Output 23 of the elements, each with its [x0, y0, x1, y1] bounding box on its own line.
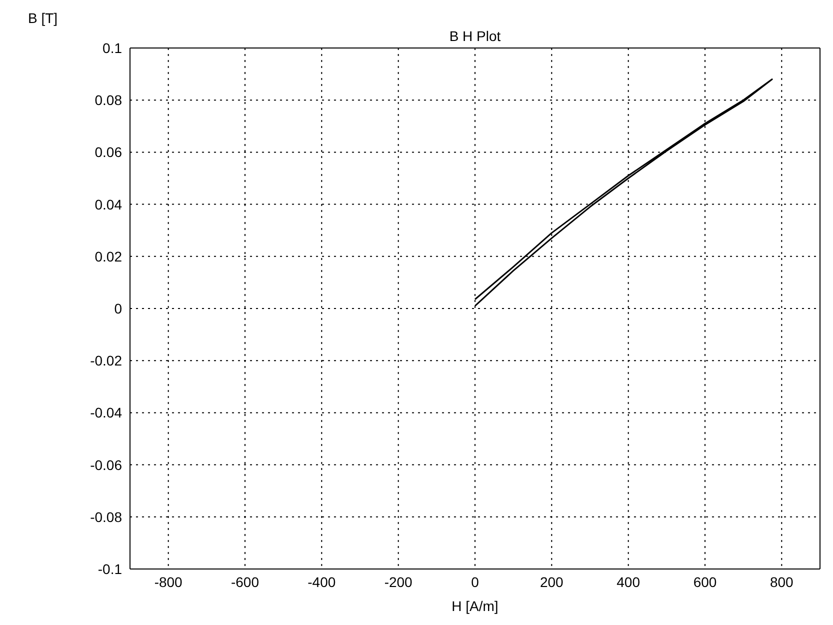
x-tick-label: 400	[616, 574, 640, 590]
x-tick-label: 800	[770, 574, 794, 590]
y-tick-label: 0.04	[94, 196, 122, 212]
y-tick-label: 0.02	[94, 248, 122, 264]
y-tick-label: -0.1	[98, 560, 122, 577]
y-tick-label: 0.08	[94, 92, 122, 108]
y-axis-title: B [T]	[28, 10, 58, 26]
x-tick-label: 200	[540, 574, 564, 590]
y-tick-label: -0.06	[90, 456, 122, 473]
x-tick-label: 600	[693, 574, 717, 590]
y-tick-label: -0.08	[90, 508, 122, 525]
y-tick-label: 0.1	[102, 40, 122, 56]
chart-title: B H Plot	[448, 28, 502, 44]
y-tick-label: 0	[114, 300, 122, 316]
y-tick-label: 0.06	[94, 144, 122, 160]
x-tick-label: -600	[230, 574, 260, 590]
y-tick-label: -0.04	[90, 404, 122, 421]
x-tick-label: -800	[154, 574, 183, 590]
x-tick-label: -200	[384, 574, 413, 590]
x-axis-title: H [A/m]	[452, 598, 498, 614]
y-tick-label: -0.02	[90, 352, 122, 369]
x-tick-label: 0	[471, 574, 480, 590]
x-tick-label: -400	[308, 574, 336, 590]
